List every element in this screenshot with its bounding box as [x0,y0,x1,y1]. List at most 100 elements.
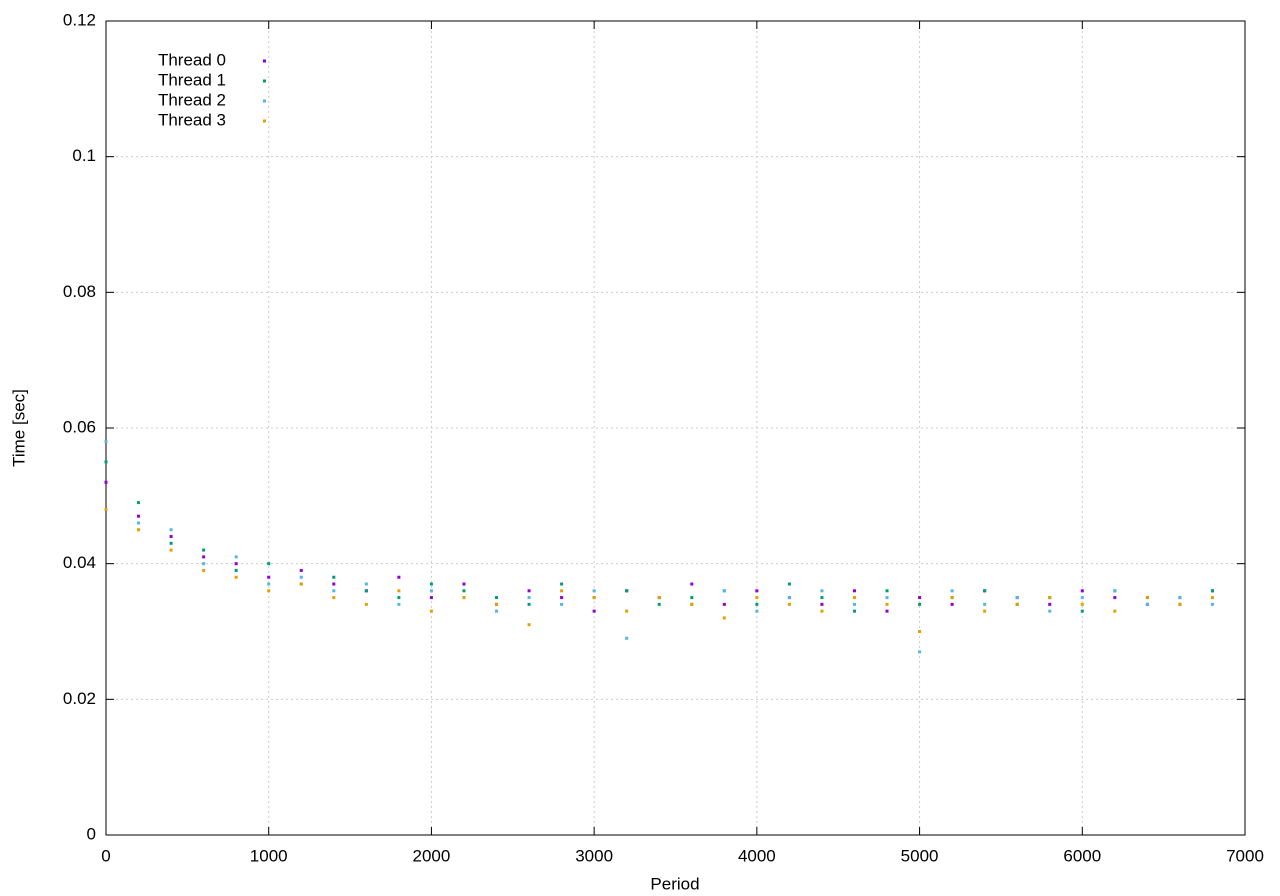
point [560,596,564,600]
point [820,602,824,606]
point [1048,609,1052,613]
point [234,568,238,572]
point [1210,589,1214,593]
point [527,589,531,593]
point [267,562,271,566]
point [1178,602,1182,606]
point [625,589,629,593]
point [234,575,238,579]
point [885,596,889,600]
point [137,521,141,525]
point [657,596,661,600]
point [104,507,108,511]
y-tick-label: 0 [87,824,96,843]
point [299,575,303,579]
point [527,623,531,627]
point [137,501,141,505]
point [332,582,336,586]
point [1178,596,1182,600]
point [690,582,694,586]
x-tick-label: 7000 [1226,846,1264,865]
point [397,575,401,579]
point [852,609,856,613]
point [950,589,954,593]
plot-border [105,20,1246,836]
point [332,575,336,579]
point [169,548,173,552]
point [462,589,466,593]
point [267,575,271,579]
legend-label: Thread 1 [158,70,226,89]
point [983,602,987,606]
point [852,589,856,593]
point [625,636,629,640]
point [527,596,531,600]
point [104,460,108,464]
point [983,609,987,613]
point [429,582,433,586]
point [299,582,303,586]
point [169,541,173,545]
point [787,596,791,600]
point [787,582,791,586]
point [169,535,173,539]
point [495,609,499,613]
point [137,528,141,532]
point [592,589,596,593]
y-tick-label: 0.06 [63,417,96,436]
point [169,528,173,532]
point [625,609,629,613]
point [852,602,856,606]
point [820,589,824,593]
point [690,602,694,606]
legend-marker [263,119,266,123]
point [104,440,108,444]
legend-label: Thread 3 [158,110,226,129]
point [332,589,336,593]
point [1113,589,1117,593]
point [462,596,466,600]
y-tick-label: 0.02 [63,689,96,708]
point [1145,596,1149,600]
point [820,596,824,600]
point [885,602,889,606]
point [495,602,499,606]
point [592,596,596,600]
x-tick-label: 2000 [413,846,451,865]
point [560,589,564,593]
point [560,602,564,606]
legend-marker [263,99,266,103]
y-tick-label: 0.08 [63,282,96,301]
point [527,602,531,606]
point [690,596,694,600]
x-tick-label: 5000 [901,846,939,865]
point [429,589,433,593]
point [1080,589,1084,593]
point [1113,609,1117,613]
y-tick-label: 0.04 [63,553,96,572]
point [202,562,206,566]
point [983,589,987,593]
point [364,589,368,593]
point [918,650,922,654]
legend-label: Thread 2 [158,90,226,109]
point [202,548,206,552]
point [202,568,206,572]
point [852,596,856,600]
point [1015,602,1019,606]
point [495,596,499,600]
point [820,609,824,613]
point [755,589,759,593]
point [657,602,661,606]
point [1113,596,1117,600]
y-tick-label: 0.1 [72,146,96,165]
point [755,596,759,600]
point [918,596,922,600]
point [1210,596,1214,600]
point [950,596,954,600]
y-tick-label: 0.12 [63,10,96,29]
point [332,596,336,600]
x-tick-label: 0 [101,846,110,865]
